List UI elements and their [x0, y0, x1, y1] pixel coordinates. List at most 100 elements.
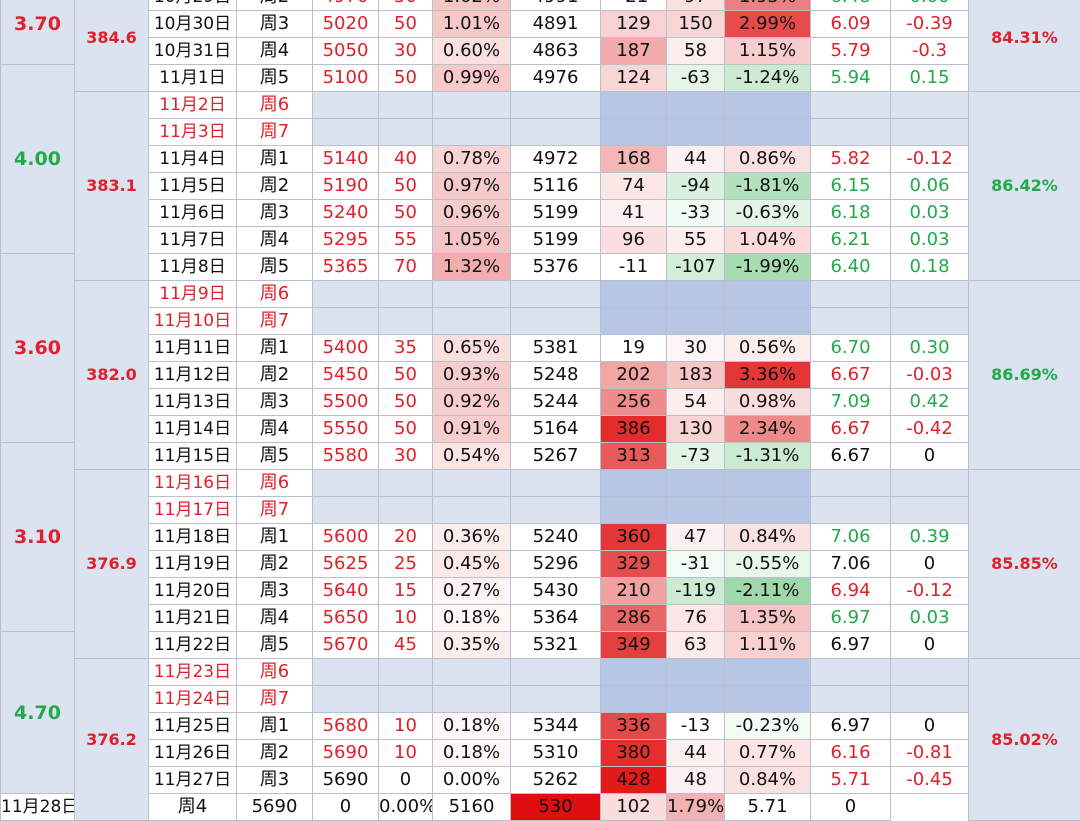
diff-cell: 360 [601, 524, 667, 551]
percent2-cell [725, 308, 811, 335]
diff2-cell: 55 [667, 227, 725, 254]
ratio-cell: 6.48 [811, 0, 891, 11]
price-cell: 5240 [313, 200, 379, 227]
date-cell: 11月20日 [149, 578, 237, 605]
diff-cell: 124 [601, 65, 667, 92]
price-cell: 5550 [313, 416, 379, 443]
price-cell: 5500 [313, 389, 379, 416]
percent2-cell: 0.77% [725, 740, 811, 767]
change-cell: 20 [379, 524, 433, 551]
ratio-change-cell: 0.15 [891, 65, 969, 92]
change-cell: 35 [379, 335, 433, 362]
week-left-value: 3.10 [1, 443, 75, 632]
price-cell: 5670 [313, 632, 379, 659]
weekday-cell: 周2 [237, 740, 313, 767]
price-cell [313, 92, 379, 119]
weekday-cell: 周1 [237, 146, 313, 173]
weekday-cell: 周7 [237, 308, 313, 335]
ratio-cell: 5.71 [811, 767, 891, 794]
ratio-change-cell: -0.12 [891, 146, 969, 173]
change-cell [379, 281, 433, 308]
diff2-cell: -119 [667, 578, 725, 605]
value-cell [511, 281, 601, 308]
diff2-cell: 47 [667, 524, 725, 551]
diff2-cell: -33 [667, 200, 725, 227]
diff2-cell: -94 [667, 173, 725, 200]
date-cell: 11月2日 [149, 92, 237, 119]
change-cell: 45 [379, 632, 433, 659]
diff-cell [601, 119, 667, 146]
percent-cell [433, 470, 511, 497]
ratio-change-cell: 0.06 [891, 173, 969, 200]
weekday-cell: 周3 [237, 389, 313, 416]
ratio-change-cell: 0 [811, 794, 891, 821]
percent2-cell: 0.98% [725, 389, 811, 416]
ratio-change-cell: 0.03 [891, 227, 969, 254]
percent-cell [433, 92, 511, 119]
percent-cell: 1.32% [433, 254, 511, 281]
date-cell: 11月7日 [149, 227, 237, 254]
diff-cell: 187 [601, 38, 667, 65]
price-cell: 5020 [313, 11, 379, 38]
percent2-cell: 2.99% [725, 11, 811, 38]
date-cell: 11月1日 [149, 65, 237, 92]
change-cell: 10 [379, 605, 433, 632]
diff-cell: 380 [601, 740, 667, 767]
price-cell: 4970 [313, 0, 379, 11]
diff2-cell: -73 [667, 443, 725, 470]
value-cell: 5376 [511, 254, 601, 281]
ratio-change-cell: 0.30 [891, 335, 969, 362]
weekday-cell: 周5 [237, 632, 313, 659]
ratio-change-cell: -0.81 [891, 740, 969, 767]
ratio-change-cell: 0 [891, 443, 969, 470]
percent2-cell: -2.11% [725, 578, 811, 605]
weekday-cell: 周1 [237, 524, 313, 551]
date-cell: 11月21日 [149, 605, 237, 632]
ratio-change-cell [891, 497, 969, 524]
percent2-cell: -1.81% [725, 173, 811, 200]
table-row: 11月17日周7 [1, 497, 1080, 524]
diff2-cell [667, 659, 725, 686]
percent2-cell [725, 470, 811, 497]
percent-cell: 0.97% [433, 173, 511, 200]
date-cell: 10月30日 [149, 11, 237, 38]
diff2-cell [667, 281, 725, 308]
ratio-change-cell: -0.39 [891, 11, 969, 38]
diff2-cell [667, 686, 725, 713]
weekday-cell: 周5 [237, 443, 313, 470]
weekday-cell: 周2 [237, 362, 313, 389]
date-cell: 11月16日 [149, 470, 237, 497]
price-cell [313, 119, 379, 146]
diff-cell [601, 686, 667, 713]
price-cell: 5050 [313, 38, 379, 65]
change-cell: 50 [379, 0, 433, 11]
percent-cell: 0.92% [433, 389, 511, 416]
diff2-cell: 54 [667, 389, 725, 416]
percent2-cell [725, 686, 811, 713]
date-cell: 11月4日 [149, 146, 237, 173]
ratio-cell: 5.71 [725, 794, 811, 821]
change-cell: 50 [379, 362, 433, 389]
date-cell: 11月6日 [149, 200, 237, 227]
date-cell: 11月18日 [149, 524, 237, 551]
value-cell [511, 119, 601, 146]
value-cell: 5344 [511, 713, 601, 740]
ratio-change-cell: -0.12 [891, 578, 969, 605]
percent-cell [433, 686, 511, 713]
diff2-cell: 44 [667, 146, 725, 173]
diff2-cell: 30 [667, 335, 725, 362]
diff-cell: 96 [601, 227, 667, 254]
percent-cell [433, 308, 511, 335]
week-right-value: 85.02% [969, 659, 1080, 821]
